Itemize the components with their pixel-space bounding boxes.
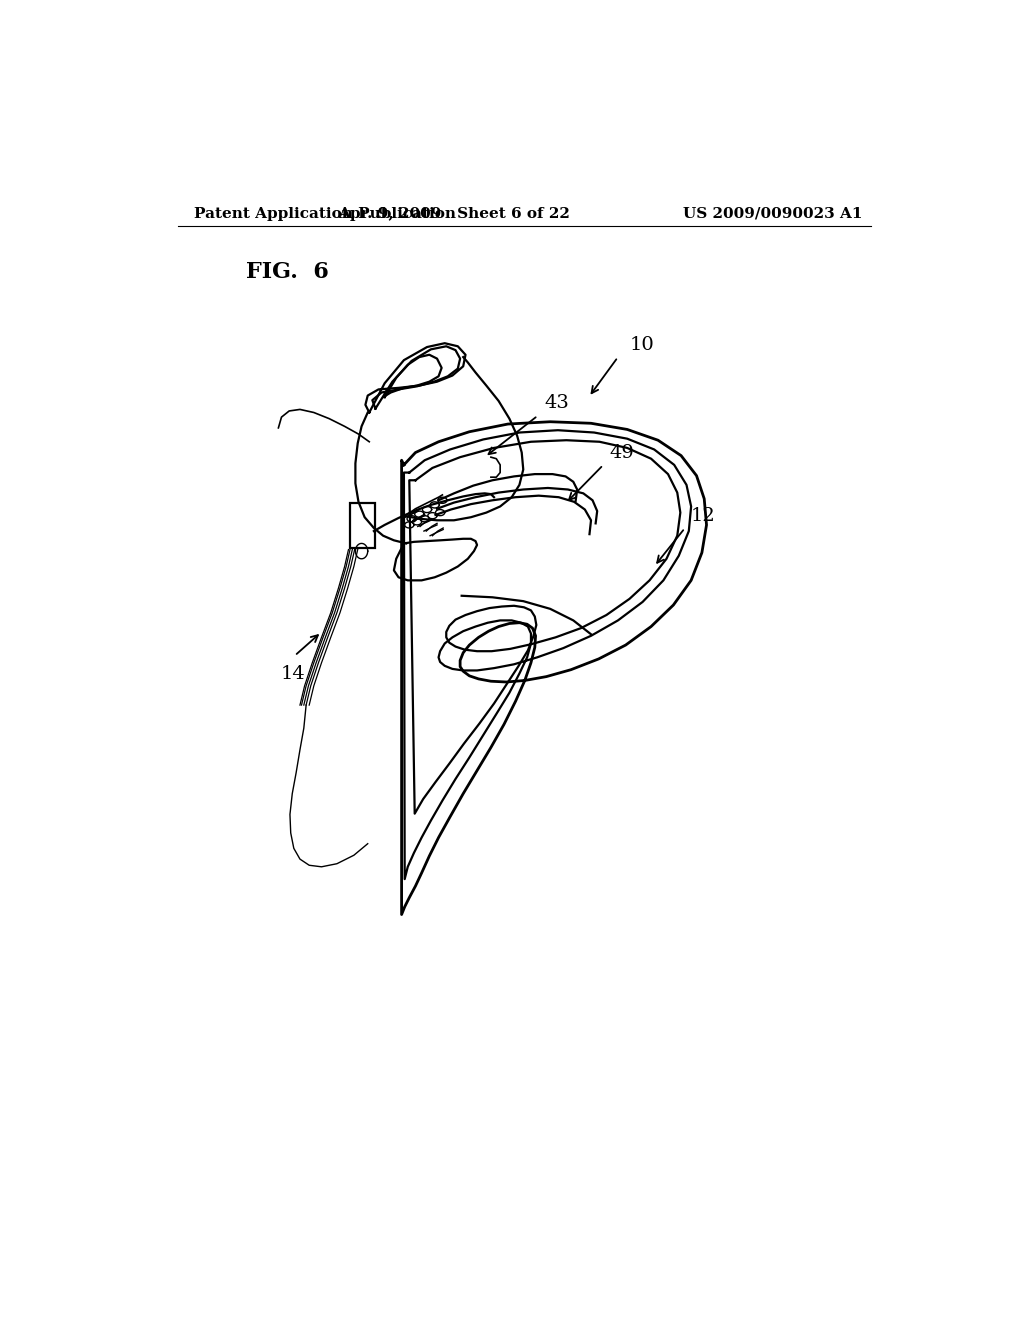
Text: Patent Application Publication: Patent Application Publication [194,207,456,220]
Text: FIG.  6: FIG. 6 [246,261,329,284]
Text: 10: 10 [630,337,654,354]
Text: 14: 14 [281,665,305,682]
Text: US 2009/0090023 A1: US 2009/0090023 A1 [683,207,862,220]
Text: 49: 49 [609,444,635,462]
Text: 43: 43 [544,395,569,412]
Text: Apr. 9, 2009   Sheet 6 of 22: Apr. 9, 2009 Sheet 6 of 22 [338,207,570,220]
FancyBboxPatch shape [350,503,375,548]
Text: 12: 12 [691,507,716,525]
